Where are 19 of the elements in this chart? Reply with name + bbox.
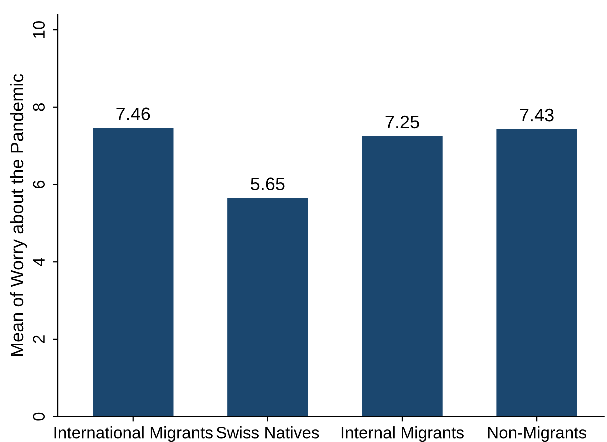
- y-tick-label: 10: [33, 21, 46, 38]
- y-tick-label: 2: [33, 336, 45, 344]
- x-tick-label: Internal Migrants: [342, 426, 464, 442]
- data-label: 7.43: [520, 108, 554, 122]
- y-tick-label: 6: [33, 180, 46, 189]
- y-tick-label: 4: [33, 258, 45, 266]
- data-label: 7.46: [116, 108, 150, 121]
- x-tick-label: Non-Migrants: [488, 426, 586, 442]
- y-tick-label: 8: [33, 103, 46, 112]
- y-axis-title: Mean of Worry about the Pandemic: [10, 74, 28, 356]
- data-label: 7.25: [386, 116, 420, 129]
- bar: [496, 129, 578, 417]
- bar: [362, 136, 443, 417]
- x-tick-label: Swiss Natives: [216, 426, 320, 439]
- bar: [93, 128, 174, 417]
- x-tick-label: International Migrants: [54, 426, 213, 442]
- data-label: 5.65: [251, 178, 285, 191]
- y-tick-label: 0: [33, 412, 46, 421]
- bar: [228, 198, 308, 417]
